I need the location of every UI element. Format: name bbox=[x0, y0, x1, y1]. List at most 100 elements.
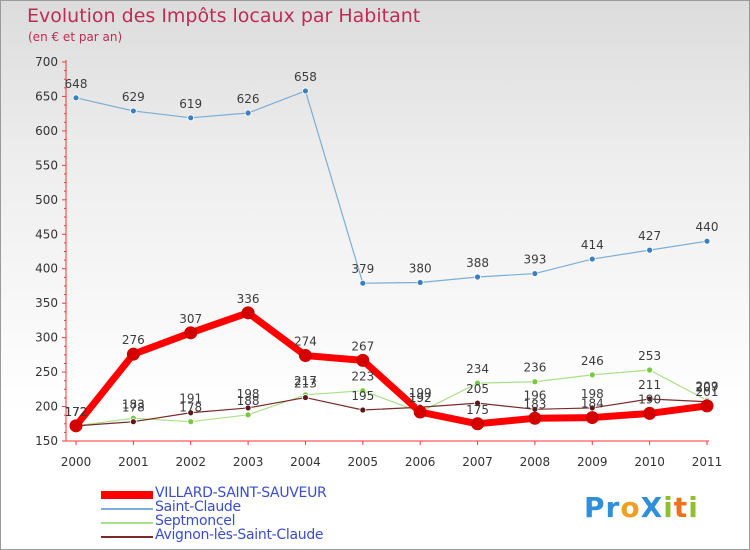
legend-swatch bbox=[101, 508, 153, 510]
data-label: 201 bbox=[696, 385, 719, 399]
data-label: 380 bbox=[409, 262, 432, 276]
data-point bbox=[244, 411, 252, 419]
data-label: 192 bbox=[409, 391, 432, 405]
data-point bbox=[643, 406, 657, 420]
data-point bbox=[129, 107, 137, 115]
data-label: 619 bbox=[179, 97, 202, 111]
x-tick-label: 2007 bbox=[462, 455, 493, 469]
data-point bbox=[413, 405, 427, 419]
y-tick-label: 400 bbox=[35, 262, 58, 276]
data-label: 198 bbox=[237, 387, 260, 401]
data-label: 175 bbox=[466, 403, 489, 417]
x-tick-label: 2006 bbox=[405, 455, 436, 469]
data-label: 626 bbox=[237, 92, 260, 106]
legend-label: Avignon-lès-Saint-Claude bbox=[155, 527, 324, 543]
legend: VILLARD-SAINT-SAUVEUR Saint-Claude Septmon… bbox=[101, 485, 521, 543]
data-point bbox=[187, 409, 195, 417]
data-point bbox=[646, 395, 654, 403]
x-tick-label: 2001 bbox=[118, 455, 149, 469]
data-point bbox=[129, 418, 137, 426]
data-label: 183 bbox=[122, 397, 145, 411]
data-point bbox=[72, 94, 80, 102]
logo-letter: P bbox=[584, 491, 606, 524]
data-point bbox=[588, 371, 596, 379]
data-point bbox=[244, 404, 252, 412]
data-point bbox=[646, 246, 654, 254]
data-label: 172 bbox=[65, 405, 88, 419]
x-tick-label: 2005 bbox=[348, 455, 379, 469]
data-label: 440 bbox=[696, 220, 719, 234]
y-tick-label: 550 bbox=[35, 158, 58, 172]
data-point bbox=[302, 87, 309, 95]
data-label: 172 bbox=[65, 405, 88, 419]
data-point bbox=[474, 399, 481, 407]
y-tick-label: 300 bbox=[35, 331, 58, 345]
y-tick-label: 700 bbox=[35, 55, 58, 69]
data-label: 427 bbox=[638, 229, 661, 243]
logo-letter: r bbox=[605, 491, 621, 524]
logo-letter: i bbox=[688, 491, 699, 524]
data-point bbox=[298, 349, 312, 363]
data-label: 199 bbox=[409, 386, 432, 400]
data-point bbox=[184, 326, 198, 340]
data-label: 414 bbox=[581, 238, 604, 252]
y-tick-label: 250 bbox=[35, 365, 58, 379]
data-label: 213 bbox=[294, 377, 317, 391]
data-point bbox=[359, 387, 367, 395]
x-tick-label: 2009 bbox=[577, 455, 608, 469]
data-point bbox=[700, 399, 714, 413]
data-point bbox=[474, 379, 481, 387]
data-label: 207 bbox=[696, 381, 719, 395]
data-label: 209 bbox=[696, 379, 719, 393]
legend-item: VILLARD-SAINT-SAUVEUR bbox=[101, 485, 521, 501]
legend-swatch bbox=[101, 491, 153, 499]
data-label: 198 bbox=[581, 387, 604, 401]
data-label: 267 bbox=[351, 339, 374, 353]
data-point bbox=[187, 418, 195, 426]
series-line bbox=[75, 396, 708, 427]
legend-item: Septmoncel bbox=[101, 513, 521, 529]
data-label: 379 bbox=[351, 262, 374, 276]
data-label: 253 bbox=[638, 349, 661, 363]
y-tick-label: 650 bbox=[35, 89, 58, 103]
data-point bbox=[646, 366, 654, 374]
data-point bbox=[416, 279, 424, 286]
legend-item: Avignon-lès-Saint-Claude bbox=[101, 527, 521, 543]
chart-subtitle: (en € et par an) bbox=[28, 30, 123, 44]
y-tick-label: 500 bbox=[35, 193, 58, 207]
proxiti-logo: ProXiti bbox=[584, 491, 699, 524]
data-point bbox=[302, 394, 309, 401]
logo-letter: t bbox=[673, 491, 689, 524]
data-point bbox=[126, 347, 140, 361]
data-point bbox=[585, 411, 599, 425]
data-label: 172 bbox=[65, 405, 88, 419]
data-label: 196 bbox=[523, 388, 546, 402]
data-point bbox=[356, 353, 370, 367]
data-label: 648 bbox=[65, 77, 88, 91]
data-point bbox=[531, 378, 539, 386]
data-label: 192 bbox=[409, 391, 432, 405]
data-label: 246 bbox=[581, 354, 604, 368]
series-line bbox=[75, 90, 708, 284]
data-label: 629 bbox=[122, 90, 145, 104]
data-point bbox=[531, 270, 539, 277]
data-label: 191 bbox=[179, 392, 202, 406]
legend-label: Septmoncel bbox=[155, 513, 236, 529]
logo-letter: X bbox=[640, 491, 664, 524]
y-tick-label: 200 bbox=[35, 400, 58, 414]
legend-swatch bbox=[101, 536, 153, 538]
data-point bbox=[244, 109, 252, 117]
y-tick-label: 150 bbox=[35, 434, 58, 448]
data-label: 184 bbox=[581, 397, 604, 411]
legend-label: Saint-Claude bbox=[155, 499, 241, 515]
data-label: 211 bbox=[638, 378, 661, 392]
data-point bbox=[69, 419, 83, 433]
data-label: 183 bbox=[523, 397, 546, 411]
chart-title: Evolution des Impôts locaux par Habitant bbox=[27, 5, 421, 27]
series-line bbox=[72, 309, 711, 430]
y-tick-label: 600 bbox=[35, 124, 58, 138]
data-point bbox=[588, 404, 596, 412]
data-label: 307 bbox=[179, 312, 202, 326]
data-point bbox=[359, 279, 367, 287]
